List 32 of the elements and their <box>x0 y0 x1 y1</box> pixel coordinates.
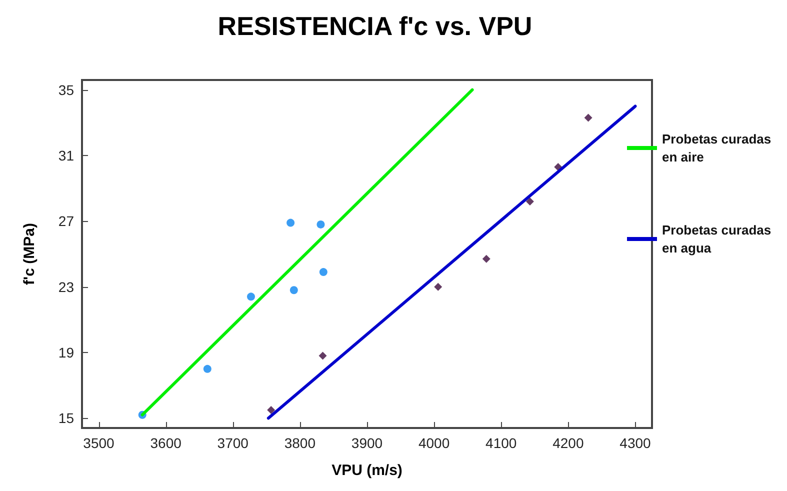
y-tick-label: 35 <box>58 82 74 98</box>
x-tick-label: 3800 <box>284 435 316 451</box>
x-axis-title: VPU (m/s) <box>332 462 402 479</box>
point <box>286 218 295 227</box>
y-tick-label: 19 <box>58 344 74 360</box>
y-axis-title: f'c (MPa) <box>21 223 38 285</box>
point <box>246 292 255 301</box>
legend-label: Probetas curadas en aire <box>662 132 775 164</box>
x-tick-label: 4000 <box>418 435 450 451</box>
y-tick-label: 27 <box>58 213 74 230</box>
point <box>584 114 592 122</box>
legend-label: Probetas curadas en agua <box>662 222 775 256</box>
x-tick-label: 3600 <box>150 435 182 451</box>
y-tick-label: 15 <box>58 410 74 426</box>
chart-title: RESISTENCIA f'c vs. VPU <box>218 11 532 41</box>
x-tick-label: 3900 <box>351 435 383 451</box>
x-tick-label: 4200 <box>552 435 584 451</box>
point <box>318 352 327 360</box>
point <box>316 220 325 228</box>
point <box>526 197 534 206</box>
x-tick-label: 3500 <box>83 435 115 451</box>
point <box>203 364 212 373</box>
point <box>482 254 490 263</box>
x-tick-label: 3700 <box>217 435 249 451</box>
point <box>434 282 442 291</box>
y-tick-label: 31 <box>58 148 74 164</box>
x-tick-label: 4300 <box>620 435 652 451</box>
point <box>290 286 298 294</box>
point <box>267 406 276 414</box>
y-tick-label: 23 <box>58 278 74 295</box>
x-tick-label: 4100 <box>486 435 517 451</box>
point <box>319 268 328 276</box>
